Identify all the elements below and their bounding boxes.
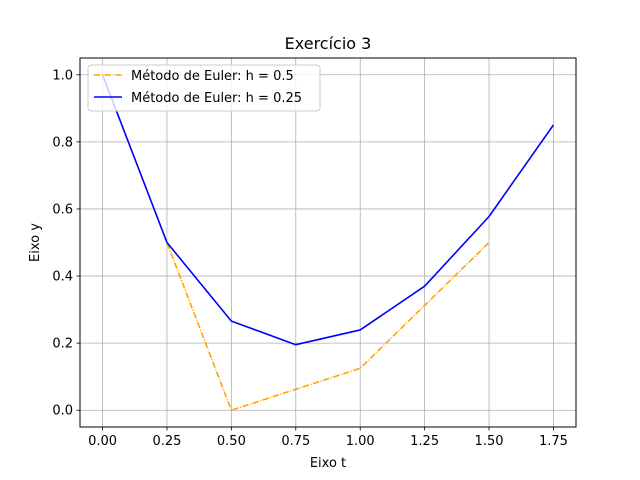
legend: Método de Euler: h = 0.5 Método de Euler… bbox=[87, 64, 321, 112]
y-tick-label: 0.2 bbox=[52, 337, 73, 352]
x-axis-label: Eixo t bbox=[310, 456, 346, 471]
x-tick-label: 0.25 bbox=[152, 434, 181, 449]
legend-box bbox=[87, 64, 321, 112]
y-tick-label: 1.0 bbox=[52, 68, 73, 83]
x-tick-label: 1.50 bbox=[475, 434, 504, 449]
series-line-1 bbox=[101, 74, 555, 346]
x-tick-label: 0.00 bbox=[88, 434, 117, 449]
legend-label-h05: Método de Euler: h = 0.5 bbox=[131, 69, 294, 84]
x-tick-label: 1.75 bbox=[539, 434, 568, 449]
y-tick-label: 0.8 bbox=[52, 135, 73, 150]
grid bbox=[80, 58, 576, 427]
y-axis: 0.0 0.2 0.4 0.6 0.8 1.0 bbox=[52, 68, 80, 419]
y-axis-label: Eixo y bbox=[28, 223, 43, 262]
y-tick-label: 0.4 bbox=[52, 270, 73, 285]
plot-frame bbox=[79, 57, 577, 428]
x-axis: 0.00 0.25 0.50 0.75 1.00 1.25 1.50 1.75 bbox=[88, 427, 568, 449]
y-tick-label: 0.6 bbox=[52, 202, 73, 217]
legend-label-h025: Método de Euler: h = 0.25 bbox=[131, 91, 302, 106]
x-tick-label: 0.50 bbox=[217, 434, 246, 449]
x-tick-label: 1.00 bbox=[346, 434, 375, 449]
chart-title: Exercício 3 bbox=[285, 34, 372, 53]
x-tick-label: 1.25 bbox=[410, 434, 439, 449]
x-tick-label: 0.75 bbox=[281, 434, 310, 449]
series-line-0 bbox=[101, 74, 490, 412]
series-layer bbox=[101, 74, 555, 412]
y-tick-label: 0.0 bbox=[52, 404, 73, 419]
